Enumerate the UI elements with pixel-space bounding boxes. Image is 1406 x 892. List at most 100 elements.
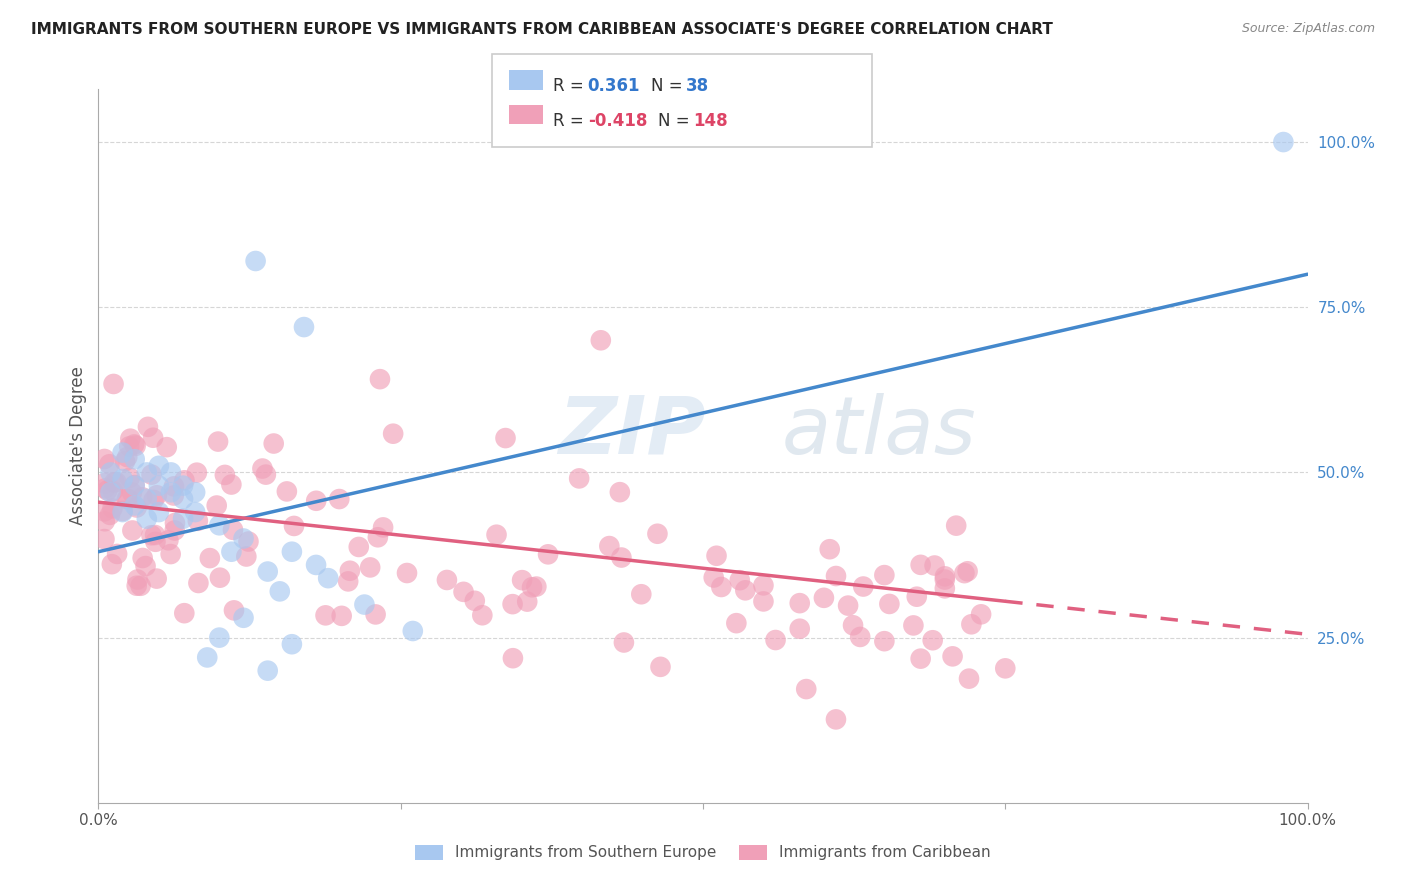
Point [142, 492, 165, 507]
Point [111, 504, 134, 518]
Point [207, 434, 229, 449]
Point [124, 439, 146, 453]
Text: R =: R = [553, 112, 589, 129]
Point [141, 467, 163, 482]
Point [276, 484, 298, 499]
Point [256, 565, 278, 579]
Point [143, 528, 166, 542]
Point [98, 508, 121, 522]
Point [269, 584, 291, 599]
Point [752, 578, 775, 592]
Point [111, 445, 134, 459]
Point [163, 479, 186, 493]
Point [368, 372, 391, 386]
Point [103, 376, 125, 391]
Point [837, 599, 859, 613]
Point [842, 618, 865, 632]
Point [156, 440, 179, 454]
Point [186, 466, 208, 480]
Point [172, 491, 194, 506]
Point [135, 511, 157, 525]
Point [205, 499, 228, 513]
Point [100, 485, 122, 500]
Point [524, 580, 547, 594]
Point [305, 493, 328, 508]
Point [115, 491, 138, 506]
Point [146, 488, 169, 502]
Point [184, 505, 207, 519]
Point [316, 571, 339, 585]
Point [254, 467, 277, 482]
Point [752, 594, 775, 608]
Point [281, 545, 304, 559]
Text: 0.361: 0.361 [588, 77, 640, 95]
Point [100, 466, 122, 480]
Point [710, 580, 733, 594]
Point [145, 572, 167, 586]
Point [221, 477, 243, 491]
Point [630, 587, 652, 601]
Point [129, 579, 152, 593]
Point [994, 661, 1017, 675]
Point [117, 491, 139, 506]
Point [232, 611, 254, 625]
Point [131, 551, 153, 566]
Point [516, 594, 538, 608]
Point [495, 431, 517, 445]
Text: atlas: atlas [782, 392, 976, 471]
Point [436, 573, 458, 587]
Point [647, 526, 669, 541]
Point [160, 485, 183, 500]
Point [728, 573, 751, 587]
Point [148, 505, 170, 519]
Point [222, 523, 245, 537]
Point [114, 454, 136, 468]
Point [172, 478, 194, 492]
Point [1272, 135, 1295, 149]
Point [281, 637, 304, 651]
Point [163, 524, 186, 538]
Point [910, 558, 932, 572]
Point [873, 568, 896, 582]
Point [103, 475, 125, 490]
Point [537, 547, 560, 561]
Text: IMMIGRANTS FROM SOUTHERN EUROPE VS IMMIGRANTS FROM CARIBBEAN ASSOCIATE'S DEGREE : IMMIGRANTS FROM SOUTHERN EUROPE VS IMMIG… [31, 22, 1053, 37]
Point [157, 533, 180, 548]
Point [159, 547, 181, 561]
Point [105, 547, 128, 561]
Point [873, 634, 896, 648]
Point [101, 484, 124, 499]
Point [172, 511, 194, 525]
Point [734, 583, 756, 598]
Point [970, 607, 993, 622]
Point [124, 478, 146, 492]
Point [101, 501, 124, 516]
Point [105, 475, 128, 490]
Point [121, 524, 143, 538]
Point [703, 570, 725, 584]
Point [252, 461, 274, 475]
Point [353, 598, 375, 612]
Point [131, 490, 153, 504]
Point [283, 519, 305, 533]
Point [371, 520, 394, 534]
Point [221, 545, 243, 559]
Point [141, 528, 163, 542]
Point [292, 320, 315, 334]
Point [485, 527, 508, 541]
Point [93, 532, 115, 546]
Point [94, 514, 117, 528]
Point [160, 466, 183, 480]
Point [124, 452, 146, 467]
Point [208, 631, 231, 645]
Text: N =: N = [658, 112, 695, 129]
Point [337, 574, 360, 589]
Point [173, 606, 195, 620]
Point [115, 450, 138, 464]
Point [818, 542, 841, 557]
Point [135, 491, 157, 506]
Point [124, 478, 146, 492]
Point [98, 457, 121, 471]
Point [111, 505, 134, 519]
Point [125, 579, 148, 593]
